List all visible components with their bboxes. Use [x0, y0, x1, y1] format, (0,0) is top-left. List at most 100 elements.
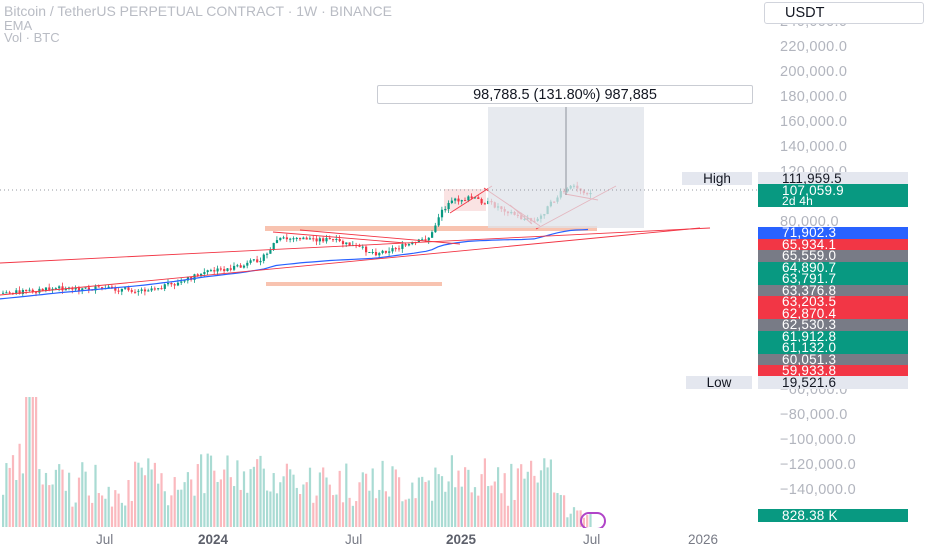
volume-bar — [41, 484, 44, 527]
volume-bar — [483, 458, 486, 527]
candle-body — [338, 239, 341, 242]
volume-bar — [556, 493, 559, 527]
chart-area[interactable]: Bitcoin / TetherUS PERPETUAL CONTRACT · … — [0, 0, 758, 528]
volume-bar — [216, 481, 219, 527]
volume-bar — [427, 480, 430, 527]
price-label: 61,132.0 — [758, 341, 908, 354]
volume-bar — [256, 459, 259, 527]
candle-body — [358, 245, 361, 247]
volume-bar — [134, 461, 137, 527]
volume-bar — [61, 469, 64, 527]
volume-indicator-label[interactable]: Vol · BTC — [4, 30, 60, 45]
volume-bar — [180, 489, 183, 527]
candle-body — [134, 291, 137, 293]
candle-body — [48, 287, 51, 290]
volume-bar — [176, 489, 180, 527]
volume-bar — [539, 470, 543, 527]
volume-bar — [143, 475, 147, 527]
candle-body — [272, 242, 275, 251]
price-tick-label: −140,000.0 — [780, 482, 856, 498]
price-label: 63,791.7 — [758, 272, 908, 285]
volume-bar — [417, 477, 420, 527]
volume-bar — [345, 463, 348, 527]
volume-bar — [368, 490, 371, 527]
candle-body — [460, 200, 463, 202]
volume-bar — [526, 471, 529, 527]
candle-body — [160, 288, 163, 290]
price-chart[interactable] — [0, 0, 758, 528]
candle-body — [332, 239, 335, 241]
candle-body — [219, 268, 222, 270]
volume-bar — [569, 513, 572, 527]
volume-bar — [394, 469, 397, 527]
volume-bar — [18, 443, 21, 527]
candle-body — [411, 242, 414, 245]
volume-bar — [434, 467, 437, 527]
volume-bar — [536, 482, 539, 527]
volume-bar — [365, 473, 368, 527]
candle-body — [38, 288, 41, 293]
candle-body — [361, 246, 364, 248]
volume-bar — [407, 498, 411, 527]
volume-bar — [21, 473, 24, 527]
time-axis[interactable]: Jul 2024 Jul 2025 Jul 2026 — [0, 528, 758, 550]
candle-body — [183, 280, 186, 282]
volume-label: 828.38 K — [758, 509, 908, 522]
candle-body — [335, 239, 338, 241]
volume-bar — [295, 487, 298, 527]
volume-bar — [355, 501, 358, 527]
currency-button[interactable]: USDT — [764, 2, 924, 24]
volume-bar — [546, 467, 549, 527]
volume-bar — [223, 469, 226, 527]
volume-bar — [252, 466, 255, 527]
candle-body — [325, 238, 328, 242]
volume-bar — [424, 481, 427, 527]
ema-indicator-label[interactable]: EMA — [4, 18, 33, 33]
price-tick-label: −80,000.0 — [780, 407, 848, 423]
candle-body — [259, 260, 262, 263]
volume-bar — [269, 491, 272, 527]
volume-bar — [242, 471, 246, 527]
volume-bar — [44, 472, 48, 527]
volume-bar — [68, 472, 71, 527]
candle-body — [170, 282, 173, 285]
volume-bar — [516, 468, 519, 527]
candle-body — [289, 238, 292, 240]
price-label: 71,902.3 — [758, 226, 908, 239]
candle-body — [381, 250, 384, 254]
volume-bar — [358, 482, 361, 527]
candle-body — [127, 287, 130, 291]
price-label: 62,870.4 — [758, 306, 908, 320]
countdown-label: 2d 4h — [758, 195, 908, 207]
resistance-zone — [265, 226, 597, 231]
volume-bar — [464, 467, 467, 527]
volume-bar — [411, 482, 414, 527]
volume-bar — [559, 494, 562, 527]
volume-bar — [299, 493, 302, 527]
candle-body — [295, 237, 298, 239]
volume-bar — [305, 482, 308, 527]
candle-body — [25, 289, 28, 291]
candle-body — [173, 284, 176, 286]
trend-line — [0, 227, 711, 264]
volume-bar — [11, 455, 15, 527]
volume-bar — [101, 495, 104, 527]
volume-bar — [120, 502, 123, 527]
volume-bar — [236, 460, 239, 527]
volume-bar — [110, 506, 114, 527]
volume-bar — [318, 472, 321, 527]
candle-body — [84, 287, 87, 289]
volume-bar — [530, 460, 533, 527]
symbol-title[interactable]: Bitcoin / TetherUS PERPETUAL CONTRACT · … — [4, 3, 392, 19]
volume-bar — [457, 470, 460, 527]
volume-bar — [272, 473, 275, 527]
volume-bar — [351, 505, 354, 527]
volume-bar — [81, 462, 84, 527]
candle-body — [440, 209, 444, 218]
volume-bar — [203, 493, 206, 527]
volume-bar — [523, 478, 526, 527]
volume-bar — [533, 475, 536, 527]
volume-bar — [487, 486, 490, 527]
price-label: 65,934.1 — [758, 237, 908, 251]
candle-body — [81, 288, 84, 291]
